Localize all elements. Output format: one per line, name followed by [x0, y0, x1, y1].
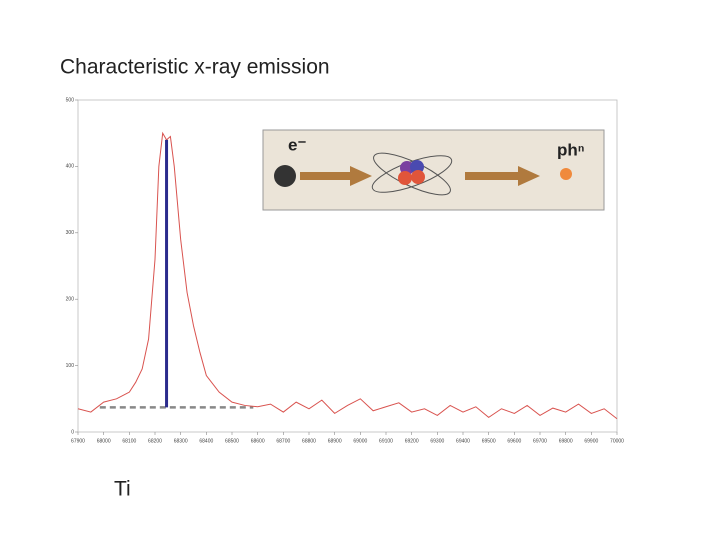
nucleon: [398, 171, 412, 185]
plot: 0 100 200 300 400 500 67900 68000 68100 68200 6830…: [66, 97, 625, 444]
x-tick-label: 69800: [559, 438, 573, 444]
spectrum-line: [77, 131, 618, 420]
x-tick-label: 68000: [97, 438, 111, 444]
x-tick-label: 69700: [533, 438, 547, 444]
element-label: Ti: [114, 478, 131, 501]
x-tick-label: 69500: [482, 438, 496, 444]
arrow: [465, 166, 540, 186]
y-tick-label: 500: [66, 97, 75, 103]
photon: [560, 168, 572, 180]
inset: e⁻ phⁿ: [262, 129, 605, 211]
x-tick-label: 68600: [251, 438, 265, 444]
x-tick-label: 69300: [430, 438, 444, 444]
nucleon: [411, 170, 425, 184]
plot-frame: [77, 99, 618, 433]
x-tick-label: 68200: [148, 438, 162, 444]
x-tick-label: 68100: [122, 438, 136, 444]
x-tick-label: 68700: [276, 438, 290, 444]
y-tick-label: 200: [66, 297, 75, 303]
x-tick-label: 68300: [174, 438, 188, 444]
x-tick-label: 69100: [379, 438, 393, 444]
x-tick-label: 68800: [302, 438, 316, 444]
electron: [274, 165, 296, 187]
photon-label: phⁿ: [557, 140, 585, 159]
y-tick-label: 100: [66, 363, 75, 369]
x-tick-label: 68400: [199, 438, 213, 444]
x-tick-label: 69000: [353, 438, 367, 444]
x-tick-label: 68500: [225, 438, 239, 444]
y-tick-label: 0: [71, 429, 74, 435]
x-tick-label: 69200: [405, 438, 419, 444]
y-tick-label: 300: [66, 230, 75, 236]
electron-label: e⁻: [288, 135, 306, 154]
arrow: [300, 166, 372, 186]
inset-box: [262, 129, 605, 211]
y-tick-label: 400: [66, 164, 75, 170]
x-tick-label: 70000: [610, 438, 624, 444]
x-tick-label: 67900: [71, 438, 85, 444]
x-tick-label: 69400: [456, 438, 470, 444]
x-tick-label: 68900: [328, 438, 342, 444]
x-tick-label: 69600: [507, 438, 521, 444]
x-tick-label: 69900: [584, 438, 598, 444]
slide-title: Characteristic x-ray emission: [60, 56, 330, 79]
